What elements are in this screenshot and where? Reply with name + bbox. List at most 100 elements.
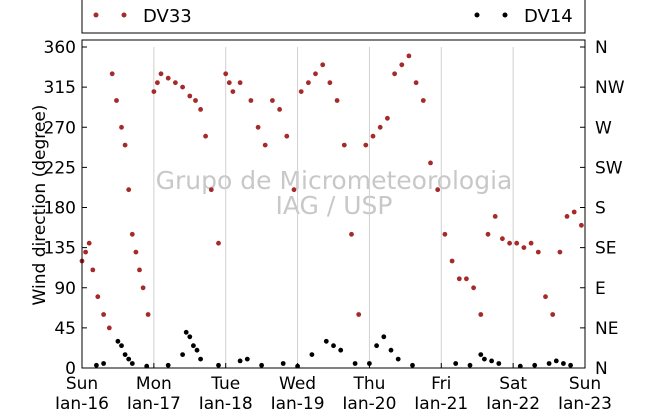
point-dv33-13 [133,249,139,255]
legend-label-dv33: DV33 [143,6,192,27]
x-tick-label-day-1: Mon [136,374,172,394]
point-dv14-0 [94,362,99,368]
point-dv33-28 [216,240,221,246]
point-dv33-32 [237,80,243,86]
point-dv14-34 [478,352,484,357]
point-dv14-43 [568,362,573,368]
point-dv33-55 [406,53,412,59]
point-dv14-37 [496,361,502,366]
point-dv33-53 [392,71,397,77]
y-tick-label-compass-4: S [595,199,606,219]
point-dv14-28 [381,334,387,340]
point-dv14-9 [180,352,186,357]
point-dv14-29 [388,347,394,353]
point-dv33-24 [193,98,198,103]
legend-marker-dv14-b [502,12,508,18]
legend-marker-dv14-a [474,12,480,18]
point-dv14-22 [323,338,329,344]
point-dv33-78 [571,209,577,215]
point-dv33-36 [270,98,275,103]
point-dv14-36 [489,358,494,364]
y-tick-label-compass-0: N [595,359,608,379]
x-tick-label-day-2: Tue [210,374,240,394]
x-tick-label-day-0: Sun [66,374,98,394]
y-tick-label-315: 315 [44,78,76,98]
point-dv33-10 [122,142,128,148]
point-dv33-30 [226,80,232,86]
point-dv14-10 [183,329,189,335]
point-dv14-30 [395,356,401,362]
point-dv33-61 [449,258,455,264]
point-dv14-35 [482,356,487,362]
point-dv33-64 [471,285,476,291]
point-dv33-4 [95,294,101,300]
point-dv33-43 [320,62,326,68]
point-dv33-15 [140,285,146,291]
point-dv33-45 [334,98,340,103]
point-dv14-1 [101,361,106,366]
point-dv33-70 [514,240,520,246]
point-dv14-41 [553,358,559,364]
point-dv33-56 [413,80,419,86]
point-dv33-66 [485,231,491,237]
point-dv33-1 [83,249,88,255]
point-dv33-31 [230,89,236,94]
point-dv14-39 [532,362,538,368]
x-tick-label-day-7: Sun [569,374,601,394]
point-dv33-75 [550,312,556,317]
point-dv33-74 [543,294,548,300]
point-dv33-38 [284,133,290,139]
point-dv33-62 [456,276,462,282]
point-dv33-67 [492,214,498,219]
point-dv14-3 [119,343,124,349]
point-dv14-11 [187,334,193,340]
point-dv33-16 [145,312,151,317]
x-tick-label-date-4: Jan-20 [341,394,396,409]
point-dv33-11 [126,187,132,193]
y-axis-title: Wind direction (degree) [30,105,50,306]
point-dv14-18 [259,362,264,368]
point-dv33-68 [500,236,505,242]
y-tick-label-compass-7: NW [595,78,625,98]
axes-frame [81,39,586,369]
point-dv33-20 [165,75,171,81]
point-dv14-13 [194,347,200,353]
grid-lines [153,47,514,368]
point-dv33-47 [349,231,354,237]
point-dv14-14 [198,356,204,362]
point-dv14-15 [216,362,221,368]
point-dv33-39 [291,187,297,193]
point-dv33-37 [277,107,282,112]
y-tick-label-180: 180 [44,199,76,219]
point-dv14-4 [122,352,128,357]
point-dv33-54 [399,62,405,68]
x-tick-label-date-1: Jan-17 [126,394,181,409]
watermark-line-1: Grupo de Micrometeorologia [156,166,513,195]
point-dv14-38 [517,363,523,369]
x-tick-label-date-3: Jan-19 [270,394,325,409]
point-dv33-34 [255,124,261,130]
point-dv33-29 [223,71,229,77]
point-dv33-27 [208,187,214,193]
point-dv33-72 [528,240,534,246]
point-dv33-23 [187,93,193,99]
point-dv33-14 [137,267,142,273]
x-tick-label-date-0: Jan-16 [54,394,109,409]
point-dv14-7 [144,363,150,369]
point-dv33-50 [370,133,376,139]
point-dv33-26 [203,133,209,139]
point-dv33-5 [101,312,106,317]
point-dv14-2 [115,338,121,344]
point-dv33-25 [198,107,204,112]
point-dv33-46 [341,142,347,148]
x-tick-label-day-5: Fri [431,374,451,394]
x-tick-label-date-5: Jan-21 [413,394,468,409]
point-dv33-41 [306,80,311,86]
point-dv33-65 [478,312,484,317]
point-dv33-6 [106,325,112,331]
point-dv33-71 [521,245,527,251]
point-dv14-12 [191,343,196,349]
legend-marker-dv33-b [121,12,127,18]
point-dv33-22 [180,84,186,90]
point-dv33-35 [262,142,268,148]
